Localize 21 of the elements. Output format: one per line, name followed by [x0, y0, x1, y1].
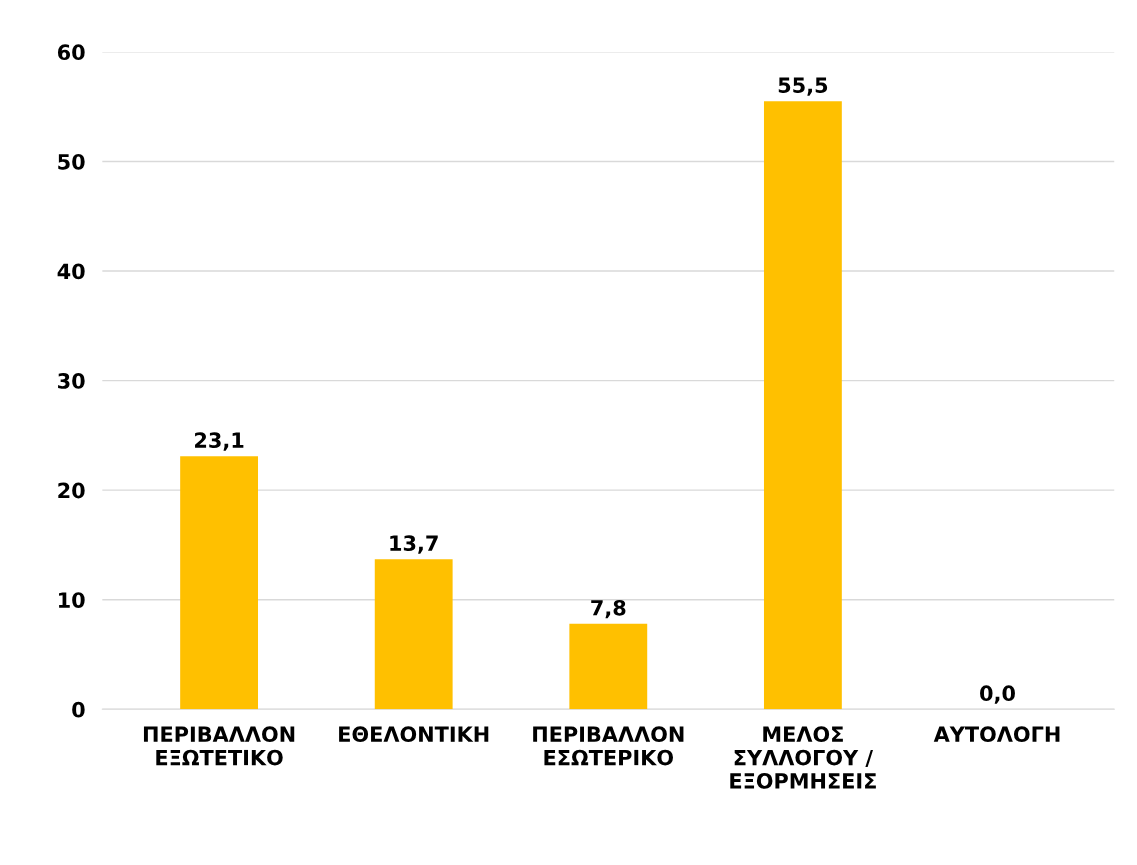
y-tick-label: 20	[58, 482, 85, 499]
y-tick-label: 60	[57, 44, 85, 61]
y-tick-label: 0	[72, 701, 85, 718]
data-label: 55,5	[778, 77, 828, 96]
data-label: 13,7	[390, 535, 438, 554]
bar	[569, 623, 648, 710]
data-label: 0,0	[980, 685, 1015, 704]
x-tick-label: ΜΕΛΟΣ ΣΥΛΛΟΓΟΥ / ΕΞΟΡΜΗΣΕΙΣ	[730, 726, 876, 789]
y-tick-label: 50	[58, 153, 85, 170]
x-tick-label: ΠΕΡΙΒΑΛΛΟΝ ΕΣΩΤΕΡΙΚΟ	[533, 726, 684, 766]
bar	[763, 101, 842, 710]
bar	[374, 559, 453, 710]
y-tick-label: 30	[58, 373, 85, 389]
bar	[180, 456, 259, 710]
data-label: 23,1	[195, 432, 244, 451]
x-tick-label: ΕΘΕΛΟΝΤΙΚΗ	[339, 726, 489, 743]
y-tick-label: 40	[57, 263, 85, 280]
x-tick-label: ΠΕΡΙΒΑΛΛΟΝ ΕΞΩΤΕΤΙΚΟ	[143, 726, 295, 766]
x-tick-label: ΑΥΤΟΛΟΓΗ	[933, 726, 1060, 743]
y-tick-label: 10	[59, 592, 85, 608]
data-label: 7,8	[591, 599, 626, 619]
